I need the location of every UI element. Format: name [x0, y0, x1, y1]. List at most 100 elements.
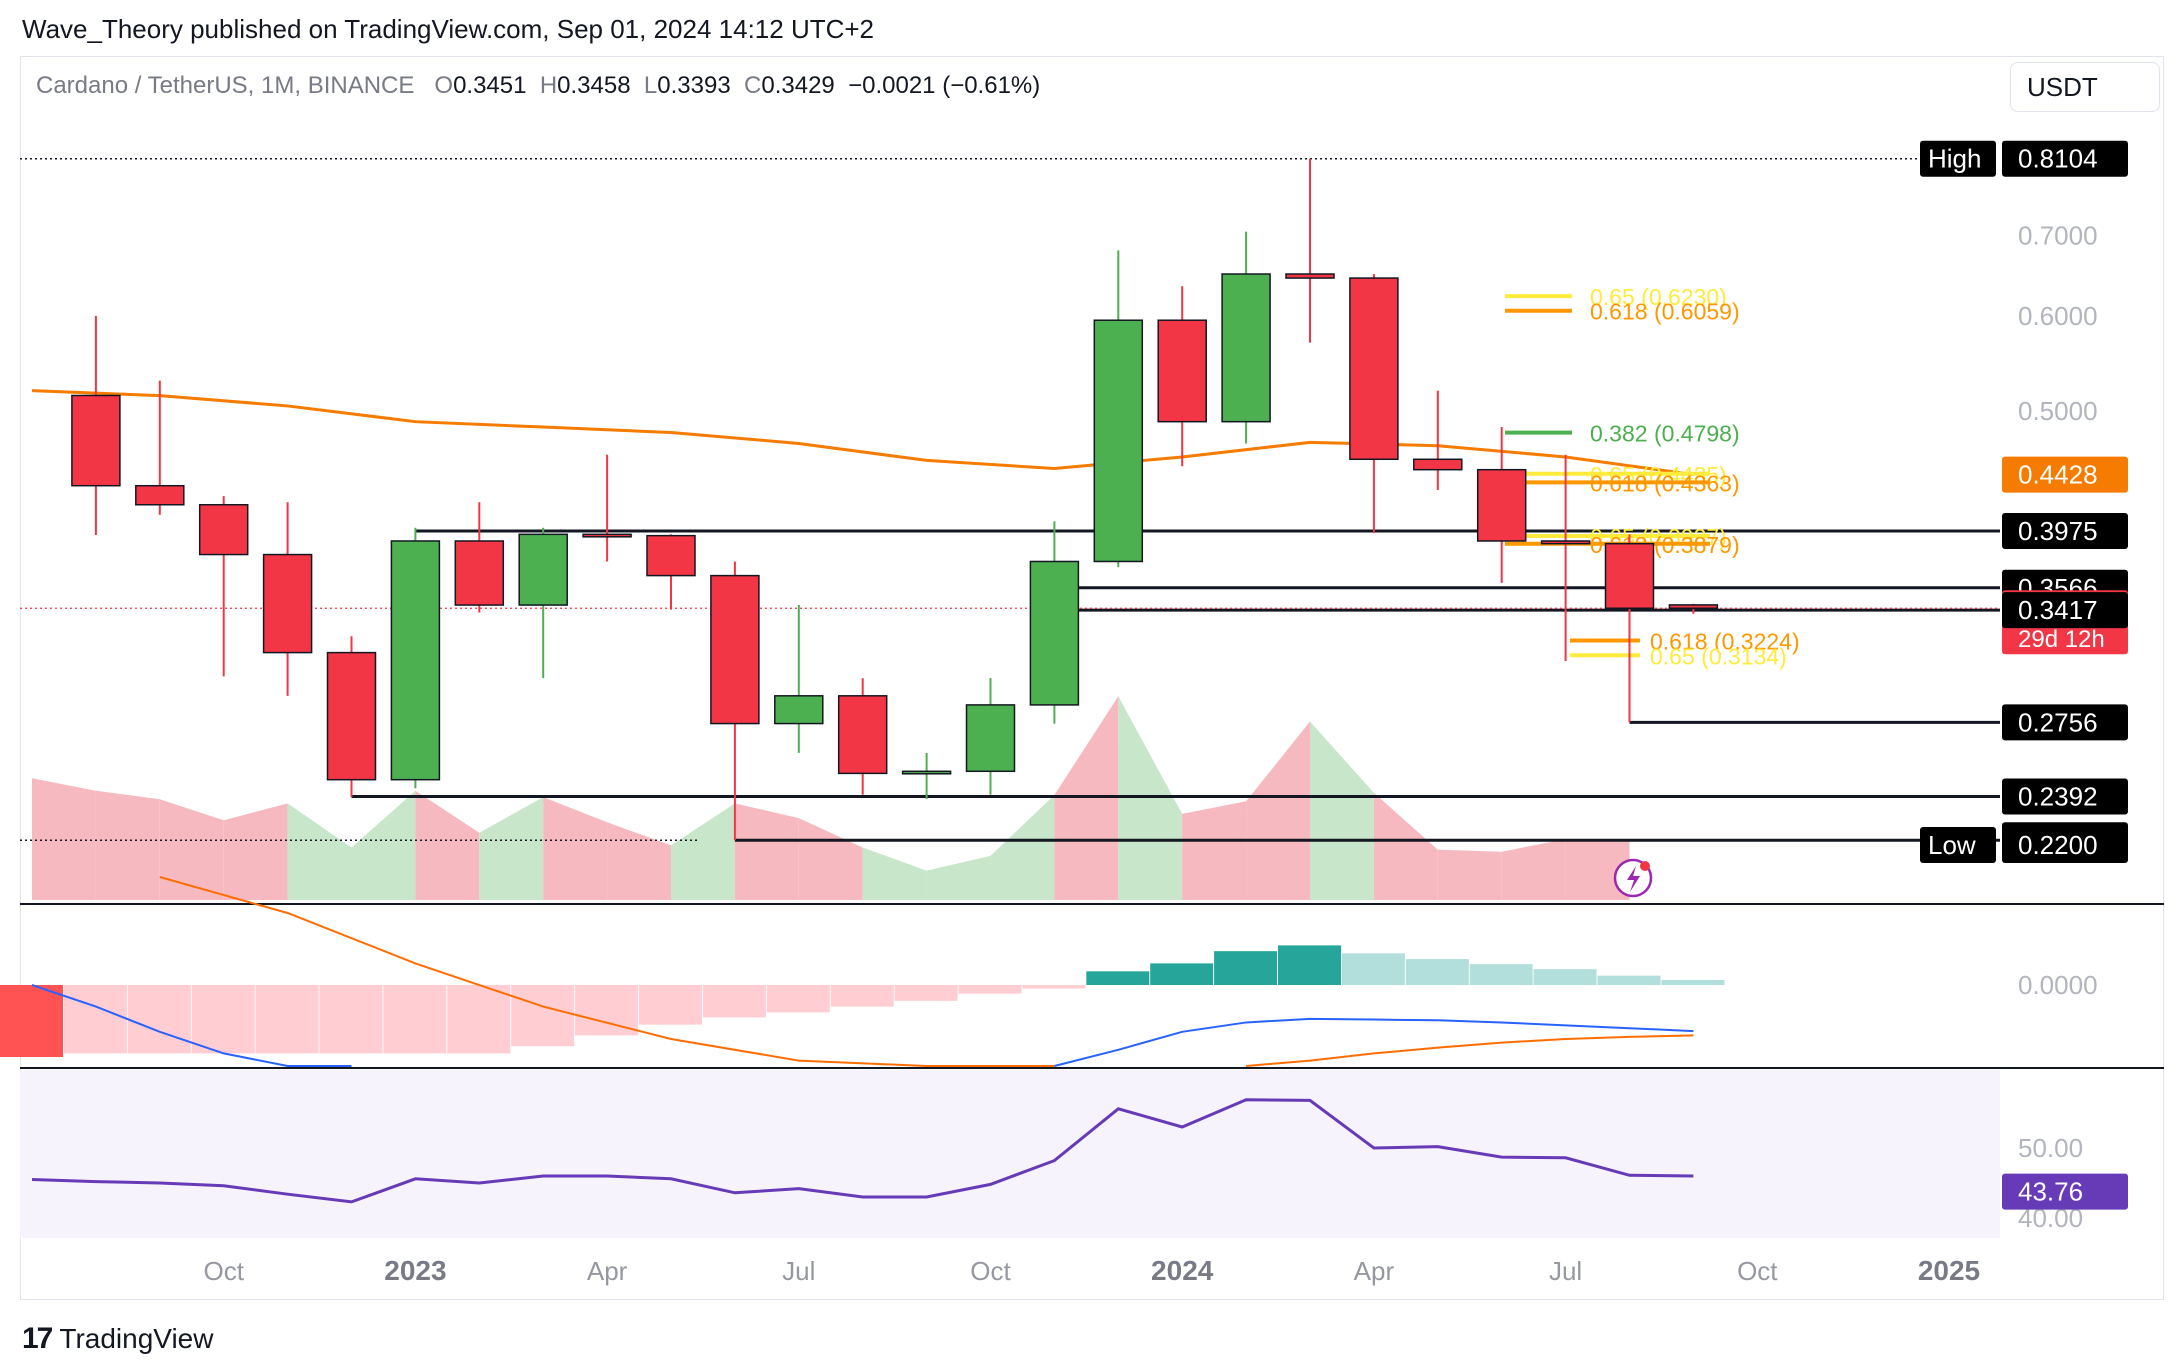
- volume-area: [32, 696, 1630, 900]
- candle-body: [837, 695, 888, 775]
- candle-body: [1349, 277, 1399, 461]
- fib-label: 0.65 (0.3134): [1650, 643, 1787, 669]
- price-tag-text: 0.3417: [2018, 595, 2098, 625]
- brand-name: TradingView: [59, 1323, 214, 1354]
- volume-segment: [479, 797, 544, 900]
- volume-segment: [926, 855, 991, 900]
- signal-line: [159, 876, 1055, 1067]
- rsi-tick-label: 50.00: [2018, 1133, 2083, 1163]
- symbol-name[interactable]: Cardano / TetherUS, 1M, BINANCE: [36, 72, 415, 99]
- low-value: 0.3393: [657, 72, 731, 99]
- macd-histogram-bar: [1086, 971, 1150, 985]
- macd-histogram-bar: [766, 985, 830, 1013]
- candle-body: [1285, 273, 1335, 279]
- macd-histogram-bar: [1661, 979, 1725, 985]
- pane-dividers: [20, 903, 2164, 1238]
- macd-histogram-bar: [447, 985, 511, 1054]
- close-label: C: [744, 72, 762, 99]
- chart-frame: [20, 56, 2164, 1300]
- macd-pane: 0.0000: [0, 876, 2098, 1067]
- y-tick-label: 0.7000: [2018, 220, 2098, 250]
- y-tick-label: 0.5000: [2018, 396, 2098, 426]
- ema-line: [31, 389, 1694, 477]
- volume-segment: [415, 790, 480, 900]
- open-value: 0.3451: [453, 72, 527, 99]
- candle-body: [710, 574, 760, 725]
- x-tick-label: 2024: [1151, 1255, 1214, 1286]
- macd-histogram-bar: [1278, 945, 1341, 985]
- tag-text: Low: [1928, 830, 1976, 860]
- price-tag: [2002, 826, 2128, 863]
- candle-body: [582, 533, 632, 538]
- candle-body: [774, 695, 824, 725]
- macd-histogram-bar: [702, 985, 766, 1018]
- price-tag: [2002, 456, 2128, 493]
- macd-histogram-bar: [127, 985, 191, 1054]
- candle-body: [454, 540, 505, 606]
- currency-button[interactable]: USDT: [2010, 62, 2160, 112]
- macd-histogram-bar: [1341, 953, 1405, 985]
- candle-body: [1604, 542, 1655, 609]
- fib-label: 0.618 (0.6059): [1590, 299, 1740, 325]
- candle-body: [1413, 458, 1463, 471]
- volume-segment: [1182, 801, 1247, 900]
- macd-histogram-bar: [1533, 969, 1597, 985]
- change-value: −0.0021 (−0.61%): [848, 72, 1041, 99]
- x-tick-label: Jul: [782, 1256, 815, 1286]
- candle-body: [1093, 319, 1144, 563]
- x-tick-label: Oct: [1737, 1256, 1778, 1286]
- macd-histogram-bar: [0, 985, 63, 1057]
- volume-segment: [1437, 849, 1502, 900]
- volume-segment: [798, 818, 863, 900]
- candle-body: [1540, 540, 1591, 545]
- fibonacci-levels: 0.65 (0.6230)0.618 (0.6059) 0.382 (0.4798…: [1505, 284, 1800, 669]
- x-tick-label: 2025: [1918, 1255, 1980, 1286]
- volume-segment: [1565, 839, 1630, 900]
- price-tag-text: 0.3975: [2018, 516, 2098, 546]
- tag-box: [1920, 140, 1996, 177]
- volume-segment: [95, 790, 160, 900]
- publisher-line: Wave_Theory published on TradingView.com…: [22, 14, 875, 44]
- macd-histogram-bar: [894, 985, 958, 1001]
- macd-histogram-bar: [639, 985, 702, 1025]
- volume-segment: [671, 803, 735, 900]
- macd-histogram-bar: [830, 985, 894, 1007]
- macd-histogram-bar: [191, 985, 255, 1054]
- volume-segment: [159, 799, 224, 900]
- candle-body: [135, 484, 185, 506]
- countdown-text: 29d 12h: [2018, 626, 2105, 653]
- candle-body: [518, 533, 568, 606]
- price-axis: 0.7000 0.6000 0.5000: [2018, 220, 2098, 426]
- x-tick-label: Jul: [1549, 1256, 1582, 1286]
- candle-body: [262, 553, 313, 654]
- symbol-legend: Cardano / TetherUS, 1M, BINANCE O0.3451 …: [36, 72, 1040, 100]
- volume-segment: [862, 847, 927, 900]
- tag-text: High: [1928, 144, 1981, 174]
- footer-brand[interactable]: 17 TradingView: [22, 1322, 213, 1356]
- macd-histogram-bar: [255, 985, 319, 1054]
- volume-segment: [223, 803, 288, 900]
- volume-segment: [1118, 696, 1183, 900]
- price-tag: [2002, 592, 2128, 629]
- time-axis: Oct 2023 Apr Jul Oct 2024 Apr Jul Oct 2025: [203, 1255, 1980, 1286]
- support-resistance-levels: [20, 157, 2000, 842]
- price-tag: [2002, 140, 2128, 177]
- volume-segment: [543, 797, 608, 900]
- volume-segment: [1054, 696, 1119, 900]
- volume-segment: [351, 790, 416, 900]
- candle-body: [965, 704, 1016, 773]
- lightning-icon[interactable]: [1613, 858, 1653, 898]
- x-tick-label: Apr: [1354, 1256, 1395, 1286]
- macd-histogram-bar: [1597, 975, 1661, 985]
- candle-body: [71, 394, 121, 487]
- macd-line: [1054, 1017, 1694, 1067]
- candle-body: [198, 503, 249, 556]
- macd-histogram-bar: [1150, 963, 1214, 985]
- macd-line: [31, 984, 352, 1067]
- high-value: 0.3458: [557, 72, 631, 99]
- macd-histogram-bar: [63, 985, 127, 1054]
- candle-body: [1221, 273, 1271, 423]
- candle-body: [646, 534, 696, 577]
